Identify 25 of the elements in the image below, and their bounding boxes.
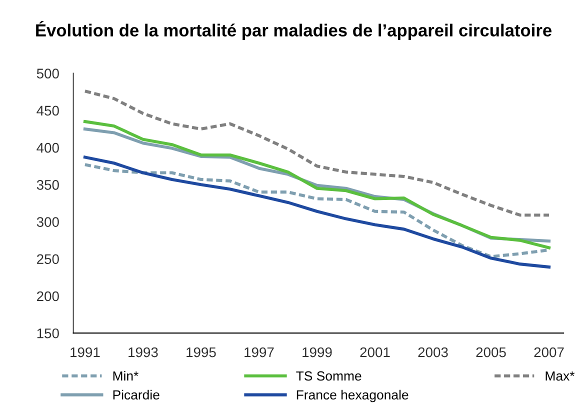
legend-label: Min* — [113, 370, 138, 381]
line-series — [83, 156, 551, 269]
x-tick-label: 2003 — [418, 347, 448, 358]
x-tick-label: 1997 — [244, 347, 274, 358]
legend-label: Picardie — [113, 390, 160, 400]
y-tick-label: 500 — [36, 68, 59, 78]
legend-label: France hexagonale — [296, 390, 408, 402]
chart-title: Évolution de la mortalité par maladies de l’appareil circulatoire — [36, 20, 552, 40]
x-tick-label: 2005 — [476, 347, 506, 358]
x-tick-label: 2001 — [360, 347, 390, 358]
legend-label: Max* — [546, 371, 575, 381]
x-tick-label: 1999 — [302, 347, 332, 358]
y-tick-label: 150 — [37, 328, 59, 338]
x-tick-label: 1991 — [70, 347, 100, 358]
y-tick-label: 350 — [36, 180, 59, 190]
x-tick-label: 2007 — [534, 347, 564, 358]
legend-label: TS Somme — [296, 371, 362, 381]
x-tick-label: 1995 — [186, 347, 216, 358]
y-tick-label: 450 — [36, 106, 59, 116]
y-tick-label: 300 — [36, 217, 59, 227]
y-tick-label: 200 — [37, 291, 59, 302]
y-tick-label: 250 — [37, 254, 59, 264]
line-series — [83, 90, 551, 217]
x-tick-label: 1993 — [128, 347, 158, 358]
y-tick-label: 400 — [36, 142, 59, 153]
